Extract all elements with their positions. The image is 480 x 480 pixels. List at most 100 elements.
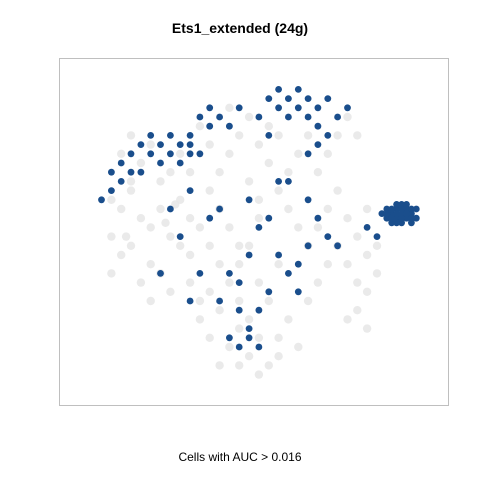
high-auc-point-96 <box>388 205 396 213</box>
low-auc-point-76 <box>303 296 313 306</box>
high-auc-point-9 <box>196 150 204 158</box>
high-auc-point-42 <box>206 122 214 130</box>
high-auc-point-104 <box>408 214 415 222</box>
low-auc-point-35 <box>195 296 205 306</box>
low-auc-point-101 <box>353 306 362 315</box>
low-auc-point-26 <box>205 287 214 296</box>
low-auc-point-31 <box>225 342 234 352</box>
high-auc-point-54 <box>226 270 233 277</box>
low-auc-point-23 <box>235 241 244 250</box>
high-auc-point-25 <box>275 86 282 93</box>
high-auc-point-55 <box>196 270 204 277</box>
low-auc-point-19 <box>185 250 195 260</box>
low-auc-point-52 <box>136 158 146 168</box>
low-auc-point-77 <box>284 315 293 324</box>
high-auc-point-53 <box>294 260 302 268</box>
high-auc-point-6 <box>167 150 174 158</box>
low-auc-point-28 <box>244 315 254 324</box>
low-auc-point-107 <box>274 352 283 361</box>
high-auc-point-12 <box>157 141 164 149</box>
high-auc-point-66 <box>206 214 214 222</box>
low-auc-point-39 <box>254 214 264 223</box>
low-auc-point-0 <box>107 195 116 204</box>
high-auc-point-38 <box>304 150 312 158</box>
low-auc-point-14 <box>121 232 131 241</box>
low-auc-point-22 <box>225 223 234 232</box>
low-auc-point-89 <box>264 158 273 168</box>
low-auc-point-49 <box>176 149 185 158</box>
high-auc-point-78 <box>314 214 322 222</box>
high-auc-point-0 <box>108 168 115 176</box>
low-auc-point-99 <box>362 204 372 214</box>
high-auc-point-107 <box>393 219 400 227</box>
high-auc-point-75 <box>167 205 174 213</box>
low-auc-point-48 <box>185 168 195 177</box>
high-auc-point-63 <box>304 242 312 250</box>
high-auc-point-13 <box>176 159 184 167</box>
high-auc-point-30 <box>294 86 302 93</box>
low-auc-point-64 <box>323 204 332 214</box>
high-auc-point-37 <box>314 141 322 149</box>
high-auc-point-62 <box>285 178 292 185</box>
high-auc-point-43 <box>334 113 341 121</box>
low-auc-point-106 <box>215 361 224 370</box>
low-auc-point-87 <box>176 195 185 204</box>
low-auc-point-9 <box>146 260 155 269</box>
low-auc-point-108 <box>126 177 136 186</box>
low-auc-point-65 <box>333 186 342 195</box>
low-auc-point-97 <box>254 195 264 204</box>
low-auc-point-17 <box>185 214 195 223</box>
low-auc-point-13 <box>107 269 116 278</box>
high-auc-point-47 <box>245 251 253 259</box>
high-auc-point-100 <box>393 210 400 218</box>
high-auc-point-74 <box>294 288 302 296</box>
low-auc-point-93 <box>343 112 352 122</box>
low-auc-point-67 <box>353 232 362 241</box>
high-auc-point-34 <box>285 113 292 121</box>
high-auc-point-19 <box>98 196 105 204</box>
low-auc-point-11 <box>136 278 146 287</box>
low-auc-point-54 <box>126 131 136 140</box>
high-auc-point-49 <box>245 334 253 342</box>
low-auc-point-105 <box>254 370 264 379</box>
high-auc-point-14 <box>186 150 194 158</box>
high-auc-point-97 <box>408 205 415 213</box>
high-auc-point-72 <box>216 205 224 213</box>
low-auc-point-94 <box>353 131 362 140</box>
low-auc-point-79 <box>294 342 303 352</box>
high-auc-point-23 <box>235 104 243 112</box>
high-auc-point-41 <box>186 141 194 149</box>
high-auc-point-73 <box>304 196 312 204</box>
high-auc-point-59 <box>245 325 253 332</box>
low-auc-point-41 <box>225 149 234 158</box>
low-auc-point-38 <box>244 241 254 250</box>
high-auc-point-108 <box>363 224 371 231</box>
high-auc-point-21 <box>216 113 224 121</box>
low-auc-point-72 <box>362 287 372 296</box>
high-auc-point-5 <box>157 159 164 167</box>
low-auc-point-18 <box>195 223 205 232</box>
low-auc-point-44 <box>254 140 264 149</box>
high-auc-point-67 <box>265 214 273 222</box>
high-auc-point-70 <box>226 334 233 342</box>
high-auc-point-16 <box>167 132 174 139</box>
low-auc-point-90 <box>313 168 323 177</box>
high-auc-point-51 <box>275 251 282 259</box>
high-auc-point-58 <box>235 306 243 314</box>
low-auc-point-7 <box>176 241 185 250</box>
high-auc-point-76 <box>186 187 194 195</box>
low-auc-point-53 <box>146 140 155 149</box>
high-auc-point-65 <box>176 233 184 241</box>
high-auc-point-17 <box>127 168 135 176</box>
low-auc-point-40 <box>215 168 224 177</box>
low-auc-point-70 <box>343 260 352 269</box>
low-auc-point-20 <box>205 186 214 195</box>
low-auc-point-24 <box>215 260 224 269</box>
low-auc-point-34 <box>215 306 224 315</box>
low-auc-point-78 <box>274 333 283 342</box>
high-auc-point-36 <box>324 132 332 139</box>
low-auc-point-8 <box>126 241 136 250</box>
low-auc-point-66 <box>343 214 352 223</box>
high-auc-point-61 <box>235 343 243 351</box>
